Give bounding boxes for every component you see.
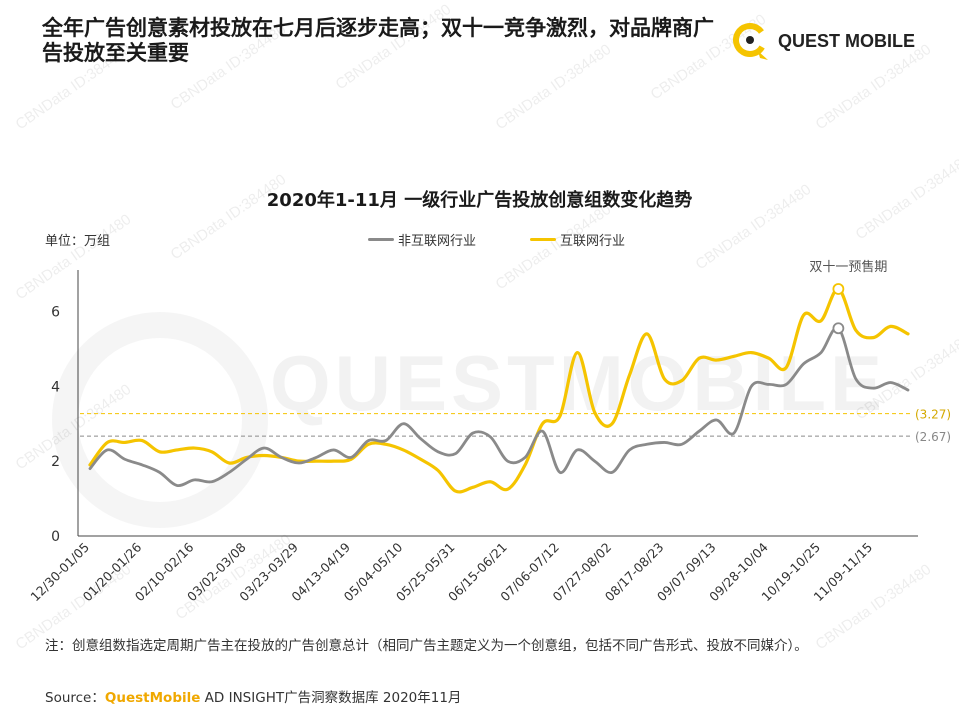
- legend-item-non-internet: 非互联网行业: [368, 230, 476, 249]
- legend-swatch-non-internet: [368, 238, 394, 241]
- legend-label-non-internet: 非互联网行业: [398, 234, 477, 249]
- average-reference-label: (3.27): [915, 408, 951, 422]
- legend-swatch-internet: [530, 238, 556, 241]
- presale-period-annotation: 双十一预售期: [809, 259, 887, 275]
- source-line: Source：QuestMobile AD INSIGHT广告洞察数据库 202…: [45, 686, 461, 706]
- logo-text: QUEST MOBILE: [778, 31, 916, 51]
- y-tick-label: 0: [51, 529, 60, 545]
- source-prefix: Source：: [45, 690, 105, 706]
- y-tick-label: 6: [51, 304, 60, 320]
- series-non-internet-line: [88, 326, 910, 488]
- source-brand: QuestMobile: [104, 690, 201, 706]
- series-internet-line: [88, 287, 910, 494]
- chart-title: 2020年1-11月 一级行业广告投放创意组数变化趋势: [266, 190, 693, 211]
- y-tick-label: 2: [51, 454, 60, 470]
- legend-label-internet: 互联网行业: [560, 234, 626, 249]
- questmobile-logo: QUEST MOBILE: [728, 18, 928, 66]
- source-suffix: AD INSIGHT广告洞察数据库 2020年11月: [200, 690, 462, 706]
- y-tick-label: 4: [51, 379, 60, 395]
- logo-mark-icon: [733, 23, 768, 60]
- peak-marker-internet: [832, 283, 845, 295]
- unit-label: 单位：万组: [45, 234, 111, 249]
- average-reference-label: (2.67): [915, 430, 951, 444]
- page-headline: 全年广告创意素材投放在七月后逐步走高；双十一竞争激烈，对品牌商广告投放至关重要: [42, 16, 714, 65]
- legend-item-internet: 互联网行业: [530, 230, 625, 249]
- peak-marker-non-internet: [832, 322, 845, 335]
- footnote: 注：创意组数指选定周期广告主在投放的广告创意总计（相同广告主题定义为一个创意组，…: [45, 638, 808, 654]
